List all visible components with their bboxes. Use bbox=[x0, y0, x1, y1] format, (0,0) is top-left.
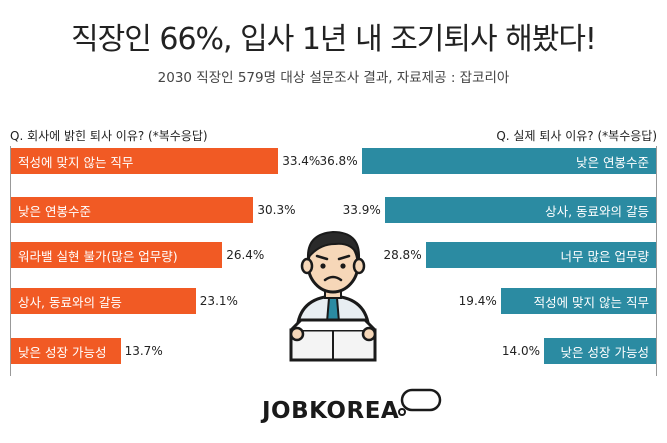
worried-office-worker-illustration bbox=[289, 230, 377, 362]
left-chart-axis bbox=[10, 146, 11, 376]
right-bar-value-label: 36.8% bbox=[319, 154, 358, 168]
left-bar-value-label: 23.1% bbox=[199, 294, 238, 308]
left-bar-category-label: 낮은 연봉수준 bbox=[18, 203, 91, 219]
left-bar: 상사, 동료와의 갈등 bbox=[11, 288, 196, 314]
left-bar-category-label: 상사, 동료와의 갈등 bbox=[18, 294, 122, 310]
right-chart-title: Q. 실제 퇴사 이유? (*복수응답) bbox=[496, 129, 657, 143]
right-bar-value-label: 33.9% bbox=[342, 203, 381, 217]
right-bar: 적성에 맞지 않는 직무 bbox=[500, 288, 656, 314]
left-bar: 낮은 연봉수준 bbox=[11, 197, 254, 223]
left-bar-category-label: 적성에 맞지 않는 직무 bbox=[18, 154, 134, 170]
right-bar-category-label: 낮은 성장 가능성 bbox=[560, 344, 649, 360]
right-chart-axis bbox=[656, 146, 657, 376]
speech-bubble-icon bbox=[398, 388, 442, 416]
right-bar-value-label: 19.4% bbox=[458, 294, 497, 308]
right-bar-category-label: 상사, 동료와의 갈등 bbox=[545, 203, 649, 219]
right-bar-value-label: 28.8% bbox=[383, 248, 422, 262]
right-bar: 너무 많은 업무량 bbox=[425, 242, 656, 268]
left-bar-value-label: 30.3% bbox=[257, 203, 296, 217]
right-bar: 낮은 연봉수준 bbox=[361, 148, 656, 174]
brand-name: JOBKOREA bbox=[262, 398, 400, 424]
right-bar-category-label: 너무 많은 업무량 bbox=[560, 248, 649, 264]
right-bar: 낮은 성장 가능성 bbox=[544, 338, 656, 364]
jobkorea-logo: JOBKOREA bbox=[262, 398, 399, 424]
right-bar-category-label: 낮은 연봉수준 bbox=[576, 154, 649, 170]
left-bar-category-label: 워라밸 실현 불가(많은 업무량) bbox=[18, 248, 178, 264]
right-bar: 상사, 동료와의 갈등 bbox=[384, 197, 656, 223]
page-subtitle: 2030 직장인 579명 대상 설문조사 결과, 자료제공 : 잡코리아 bbox=[157, 70, 510, 86]
right-bar-value-label: 14.0% bbox=[501, 344, 540, 358]
left-bar-category-label: 낮은 성장 가능성 bbox=[18, 344, 107, 360]
left-bar-value-label: 13.7% bbox=[124, 344, 163, 358]
right-bar-category-label: 적성에 맞지 않는 직무 bbox=[533, 294, 649, 310]
left-bar-value-label: 26.4% bbox=[226, 248, 265, 262]
left-bar: 낮은 성장 가능성 bbox=[11, 338, 121, 364]
page-title: 직장인 66%, 입사 1년 내 조기퇴사 해봤다! bbox=[71, 22, 597, 57]
left-bar: 워라밸 실현 불가(많은 업무량) bbox=[11, 242, 223, 268]
left-bar-value-label: 33.4% bbox=[282, 154, 321, 168]
left-chart-title: Q. 회사에 밝힌 퇴사 이유? (*복수응답) bbox=[10, 129, 208, 143]
left-bar: 적성에 맞지 않는 직무 bbox=[11, 148, 279, 174]
